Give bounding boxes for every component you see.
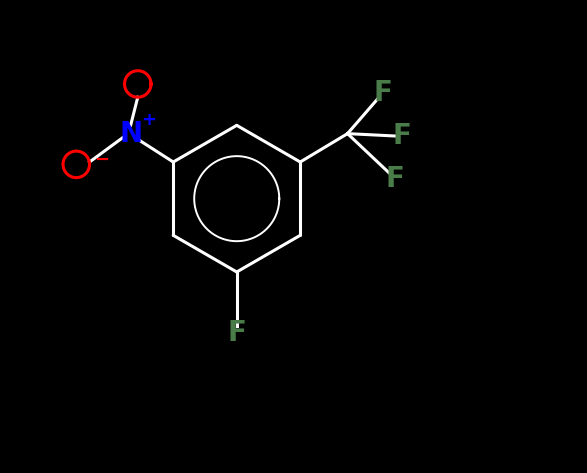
Text: +: + [141,111,156,130]
Text: F: F [386,165,404,193]
Text: −: − [94,150,109,169]
Text: F: F [373,79,393,107]
Text: F: F [393,122,411,150]
Text: N: N [119,120,142,148]
Text: F: F [227,319,246,348]
